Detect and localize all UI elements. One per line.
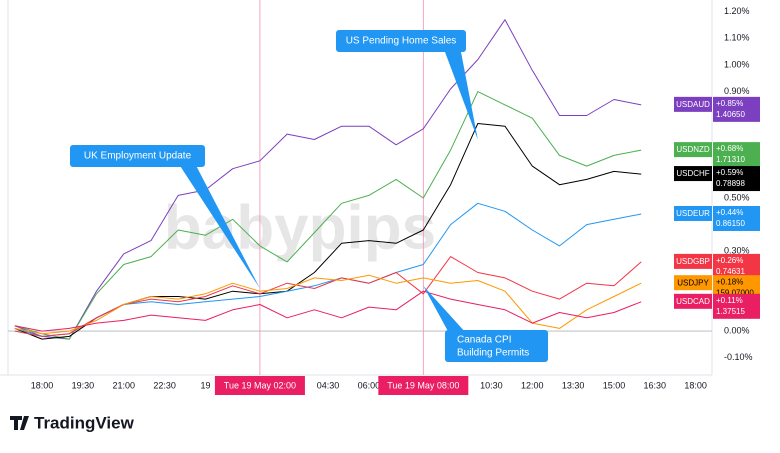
series-value-bg [713, 96, 760, 122]
x-tick-label: 16:30 [644, 380, 667, 390]
y-tick-label: 1.20% [724, 6, 750, 16]
callout-text: Building Permits [457, 348, 529, 359]
series-change: +0.18% [716, 277, 743, 286]
y-tick-label: 1.10% [724, 33, 750, 43]
brand-text: TradingView [34, 413, 135, 432]
x-tick-label: 19:30 [72, 380, 95, 390]
series-price: 159.07000 [716, 288, 754, 297]
x-tick-label: 18:00 [31, 380, 54, 390]
series-line [14, 91, 642, 340]
callout: Canada CPI Building Permits [423, 285, 548, 362]
y-tick-label: 0.50% [724, 192, 750, 202]
event-label: Tue 19 May 02:00 [224, 380, 296, 390]
series-name: USDNZD [676, 145, 710, 154]
x-tick-label: 12:00 [521, 380, 544, 390]
callout-text: Canada CPI [457, 335, 511, 346]
series-price: 0.74631 [716, 267, 745, 276]
series-change: +0.85% [716, 99, 743, 108]
series-change: +0.11% [716, 296, 743, 305]
series-name-bg [674, 166, 712, 182]
y-tick-label: -0.10% [724, 352, 753, 362]
series-price: 1.71310 [716, 155, 745, 164]
x-tick-label: 06:00 [358, 380, 381, 390]
series-name-bg [674, 253, 712, 269]
series-name-bg [674, 293, 712, 309]
series-line [14, 274, 642, 335]
series-name: USDJPY [677, 278, 709, 287]
x-tick-label: 15:00 [603, 380, 626, 390]
series-line [14, 290, 642, 332]
x-tick-label: 13:30 [562, 380, 585, 390]
y-tick-label: 0.00% [724, 325, 750, 335]
callout-text: UK Employment Update [84, 151, 192, 162]
callout-box [70, 145, 205, 167]
callout-text: US Pending Home Sales [346, 36, 457, 47]
series-value-bg [713, 166, 760, 192]
series-name: USDAUD [676, 100, 710, 109]
y-tick-label: 0.90% [724, 86, 750, 96]
x-tick-label: 21:00 [112, 380, 135, 390]
callout: UK Employment Update [70, 145, 260, 289]
series-value-bg [713, 253, 760, 279]
logo-icon [10, 416, 29, 430]
callout-box [336, 30, 466, 52]
callout-box [445, 330, 548, 362]
series-name-bg [674, 205, 712, 221]
series-change: +0.68% [716, 144, 743, 153]
event-label: Tue 19 May 08:00 [387, 380, 459, 390]
series-name: USDCHF [676, 169, 709, 178]
x-tick-label: 04:30 [317, 380, 340, 390]
series-name: USDEUR [676, 209, 710, 218]
event-label-bg [214, 376, 305, 395]
series-change: +0.59% [716, 168, 743, 177]
x-tick-label: 10:30 [480, 380, 503, 390]
series-change: +0.44% [716, 208, 743, 217]
callout-pointer [445, 52, 478, 140]
series-value-bg [713, 142, 760, 168]
series-name-bg [674, 96, 712, 112]
x-tick-label: 22:30 [153, 380, 176, 390]
series-price: 1.40650 [716, 110, 745, 119]
brand-logo: TradingView [10, 413, 135, 432]
callout-pointer [423, 285, 464, 330]
series-name-bg [674, 275, 712, 291]
series-value-bg [713, 205, 760, 231]
series-price: 0.86150 [716, 219, 745, 228]
series-line [14, 19, 642, 340]
series-price: 0.78898 [716, 179, 745, 188]
y-tick-label: 1.00% [724, 59, 750, 69]
series-name: USDGBP [676, 257, 710, 266]
x-tick-label: 19 [200, 380, 210, 390]
y-tick-label: 0.30% [724, 246, 750, 256]
series-change: +0.26% [716, 256, 743, 265]
x-tick-label: 18:00 [684, 380, 707, 390]
series-name: USDCAD [676, 297, 710, 306]
callout: US Pending Home Sales [336, 30, 478, 140]
series-value-bg [713, 293, 760, 319]
series-price: 1.37515 [716, 307, 745, 316]
series-name-bg [674, 142, 712, 158]
event-label-bg [378, 376, 469, 395]
callout-pointer [180, 167, 260, 289]
